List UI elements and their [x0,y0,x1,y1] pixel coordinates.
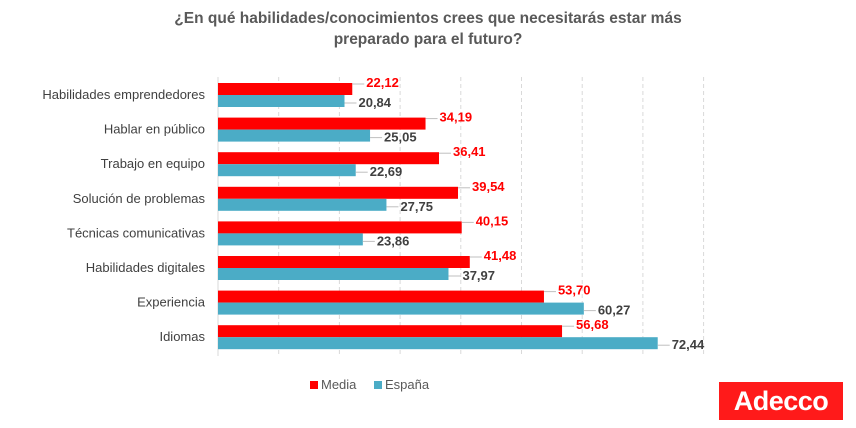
legend-swatch-espana [374,381,382,389]
bar-media [218,256,470,268]
bar-espana [218,337,658,350]
value-label-media: 40,15 [476,213,509,228]
bar-espana [218,129,371,142]
category-label: Hablar en público [104,122,205,137]
bar-media [218,152,440,165]
value-label-espana: 20,84 [358,95,391,110]
chart-title: ¿En qué habilidades/conocimientos crees … [0,8,856,50]
chart-title-line-1: ¿En qué habilidades/conocimientos crees … [174,10,682,27]
bar-espana [218,233,363,246]
category-label: Solución de problemas [73,191,206,206]
adecco-logo: Adecco [719,382,843,420]
bar-media [218,290,544,303]
category-label: Habilidades emprendedores [42,87,205,102]
value-label-media: 22,12 [366,75,399,90]
category-label: Idiomas [159,329,205,344]
legend-swatch-media [310,381,318,389]
category-label: Experiencia [137,295,206,310]
value-label-media: 34,19 [440,110,473,125]
value-label-espana: 22,69 [370,164,403,179]
legend-label-media: Media [321,377,357,392]
value-label-media: 36,41 [453,144,486,159]
bar-media [218,325,563,338]
bar-media [218,221,462,234]
value-label-espana: 72,44 [672,337,705,352]
bar-espana [218,198,387,211]
category-label: Habilidades digitales [86,260,206,275]
value-label-espana: 25,05 [384,130,417,145]
category-label: Técnicas comunicativas [67,225,205,240]
bar-espana [218,164,356,177]
legend-label-espana: España [385,377,430,392]
bar-espana [218,95,345,107]
chart-title-line-2: preparado para el futuro? [333,31,523,48]
category-label: Trabajo en equipo [101,156,205,171]
value-label-espana: 23,86 [377,233,410,248]
value-label-media: 39,54 [472,179,505,194]
value-label-media: 56,68 [576,317,609,332]
bar-media [218,117,426,130]
bar-espana [218,268,449,280]
value-label-espana: 60,27 [598,303,631,318]
bar-espana [218,302,584,315]
value-label-media: 53,70 [558,283,591,298]
value-label-media: 41,48 [484,248,517,263]
bar-media [218,186,459,199]
value-label-espana: 27,75 [400,199,433,214]
bar-media [218,83,353,95]
value-label-espana: 37,97 [462,268,495,283]
